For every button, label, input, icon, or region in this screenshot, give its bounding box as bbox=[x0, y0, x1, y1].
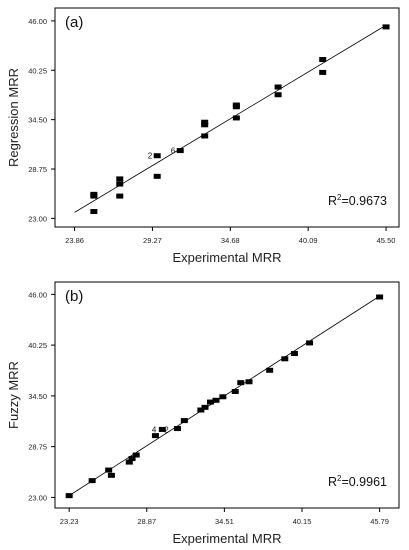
chart-b-panel-label: (b) bbox=[65, 288, 83, 305]
chart-b-data-point bbox=[88, 478, 96, 484]
chart-b-data-point bbox=[245, 379, 253, 385]
chart-a-data-point bbox=[153, 153, 161, 159]
chart-a-r-squared-value: =0.9673 bbox=[341, 194, 387, 208]
chart-b-data-point bbox=[125, 459, 133, 465]
chart-b-data-point bbox=[237, 380, 245, 386]
chart-a-r-squared-superscript: 2 bbox=[337, 193, 342, 202]
chart-a-data-point bbox=[116, 181, 124, 187]
chart-b-r-squared-label: R2=0.9961 bbox=[328, 474, 387, 489]
chart-a-data-point bbox=[116, 176, 124, 182]
chart-b-data-point bbox=[290, 351, 298, 357]
chart-b-data-point bbox=[219, 394, 227, 400]
chart-a-r-squared-symbol: R bbox=[328, 194, 337, 208]
chart-a-y-tick-label: 34.50 bbox=[28, 116, 47, 125]
chart-a-data-point bbox=[153, 173, 161, 179]
chart-a-y-tick-label: 40.25 bbox=[28, 66, 47, 75]
chart-b-data-point bbox=[212, 397, 220, 403]
chart-b-data-point bbox=[105, 467, 113, 473]
chart-b-data-point bbox=[306, 340, 314, 346]
chart-b-r-squared-superscript: 2 bbox=[337, 474, 342, 483]
chart-b-x-tick-label: 34.51 bbox=[215, 517, 234, 526]
chart-b-data-point bbox=[206, 399, 214, 405]
chart-b-point-annotation: 2 bbox=[164, 425, 169, 434]
chart-a-data-point bbox=[319, 57, 327, 63]
chart-b-point-annotation: 4 bbox=[152, 425, 157, 434]
chart-b-r-squared-value: =0.9961 bbox=[341, 475, 387, 489]
chart-a-data-point bbox=[232, 104, 240, 110]
chart-a-data-point bbox=[90, 209, 98, 215]
chart-b-data-point bbox=[128, 456, 136, 462]
chart-a-r-squared-label: R2=0.9673 bbox=[328, 193, 387, 208]
chart-b-data-point bbox=[180, 418, 188, 424]
chart-a-point-annotation: 2 bbox=[148, 152, 153, 161]
chart-b-y-axis-title: Fuzzy MRR bbox=[6, 361, 21, 429]
chart-a-panel-label: (a) bbox=[65, 14, 83, 31]
chart-a-x-axis-title: Experimental MRR bbox=[172, 250, 281, 265]
chart-a-data-point bbox=[176, 148, 184, 154]
chart-b-data-point bbox=[231, 388, 239, 394]
chart-a-data-point bbox=[232, 115, 240, 121]
chart-a-data-point bbox=[274, 84, 282, 90]
chart-b-x-axis-title: Experimental MRR bbox=[172, 531, 281, 546]
chart-b-y-tick-label: 28.75 bbox=[28, 443, 47, 452]
chart-b-data-point bbox=[376, 294, 384, 300]
chart-a-x-tick-label: 40.09 bbox=[299, 236, 318, 245]
chart-b-data-point bbox=[65, 493, 73, 499]
chart-a-x-tick-label: 29.27 bbox=[143, 236, 162, 245]
chart-a-data-point bbox=[274, 92, 282, 98]
chart-b-x-tick-label: 28.87 bbox=[137, 517, 156, 526]
chart-b-data-point bbox=[281, 356, 289, 362]
chart-b-data-point bbox=[197, 407, 205, 413]
chart-b-data-point bbox=[158, 426, 166, 432]
chart-b-x-tick-label: 45.79 bbox=[370, 517, 389, 526]
chart-a: 23.86 29.27 34.68 40.09 45.50 23.00 28.75 34.50… bbox=[6, 7, 400, 265]
chart-b-data-point bbox=[107, 472, 115, 478]
chart-a-x-tick-label: 45.50 bbox=[377, 236, 396, 245]
chart-a-data-point bbox=[319, 69, 327, 75]
chart-a-y-tick-label: 23.00 bbox=[28, 214, 47, 223]
chart-a-data-point bbox=[382, 24, 390, 30]
chart-a-point-annotation: 6 bbox=[171, 147, 176, 156]
chart-a-data-point bbox=[201, 122, 209, 128]
chart-b-plot-frame bbox=[54, 281, 400, 509]
chart-b-y-tick-label: 34.50 bbox=[28, 392, 47, 401]
chart-a-data-point bbox=[116, 193, 124, 199]
chart-b-data-point bbox=[151, 433, 159, 439]
chart-b-data-point bbox=[266, 367, 274, 373]
chart-b-x-tick-label: 40.15 bbox=[293, 517, 312, 526]
chart-b-data-point bbox=[132, 452, 140, 458]
chart-b-r-squared-symbol: R bbox=[328, 475, 337, 489]
chart-a-y-tick-label: 46.00 bbox=[28, 17, 47, 26]
chart-a-fit-line bbox=[74, 24, 387, 213]
chart-b-x-tick-label: 23.23 bbox=[60, 517, 79, 526]
chart-a-data-point bbox=[201, 119, 209, 125]
chart-a-y-tick-label: 28.75 bbox=[28, 165, 47, 174]
chart-b-y-tick-label: 40.25 bbox=[28, 341, 47, 350]
chart-a-x-tick-label: 23.86 bbox=[65, 236, 84, 245]
chart-b-y-tick-label: 46.00 bbox=[28, 290, 47, 299]
chart-b-data-point bbox=[201, 404, 209, 410]
chart-a-x-tick-label: 34.68 bbox=[221, 236, 240, 245]
chart-b-y-tick-label: 23.00 bbox=[28, 493, 47, 502]
chart-b-data-point bbox=[173, 426, 181, 432]
chart-a-data-point bbox=[90, 193, 98, 199]
chart-a-y-axis-title: Regression MRR bbox=[6, 68, 21, 167]
chart-a-plot-frame bbox=[54, 7, 400, 228]
chart-b: 23.23 28.87 34.51 40.15 45.79 23.00 28.75 34.50… bbox=[6, 281, 400, 546]
chart-a-data-point bbox=[201, 133, 209, 139]
